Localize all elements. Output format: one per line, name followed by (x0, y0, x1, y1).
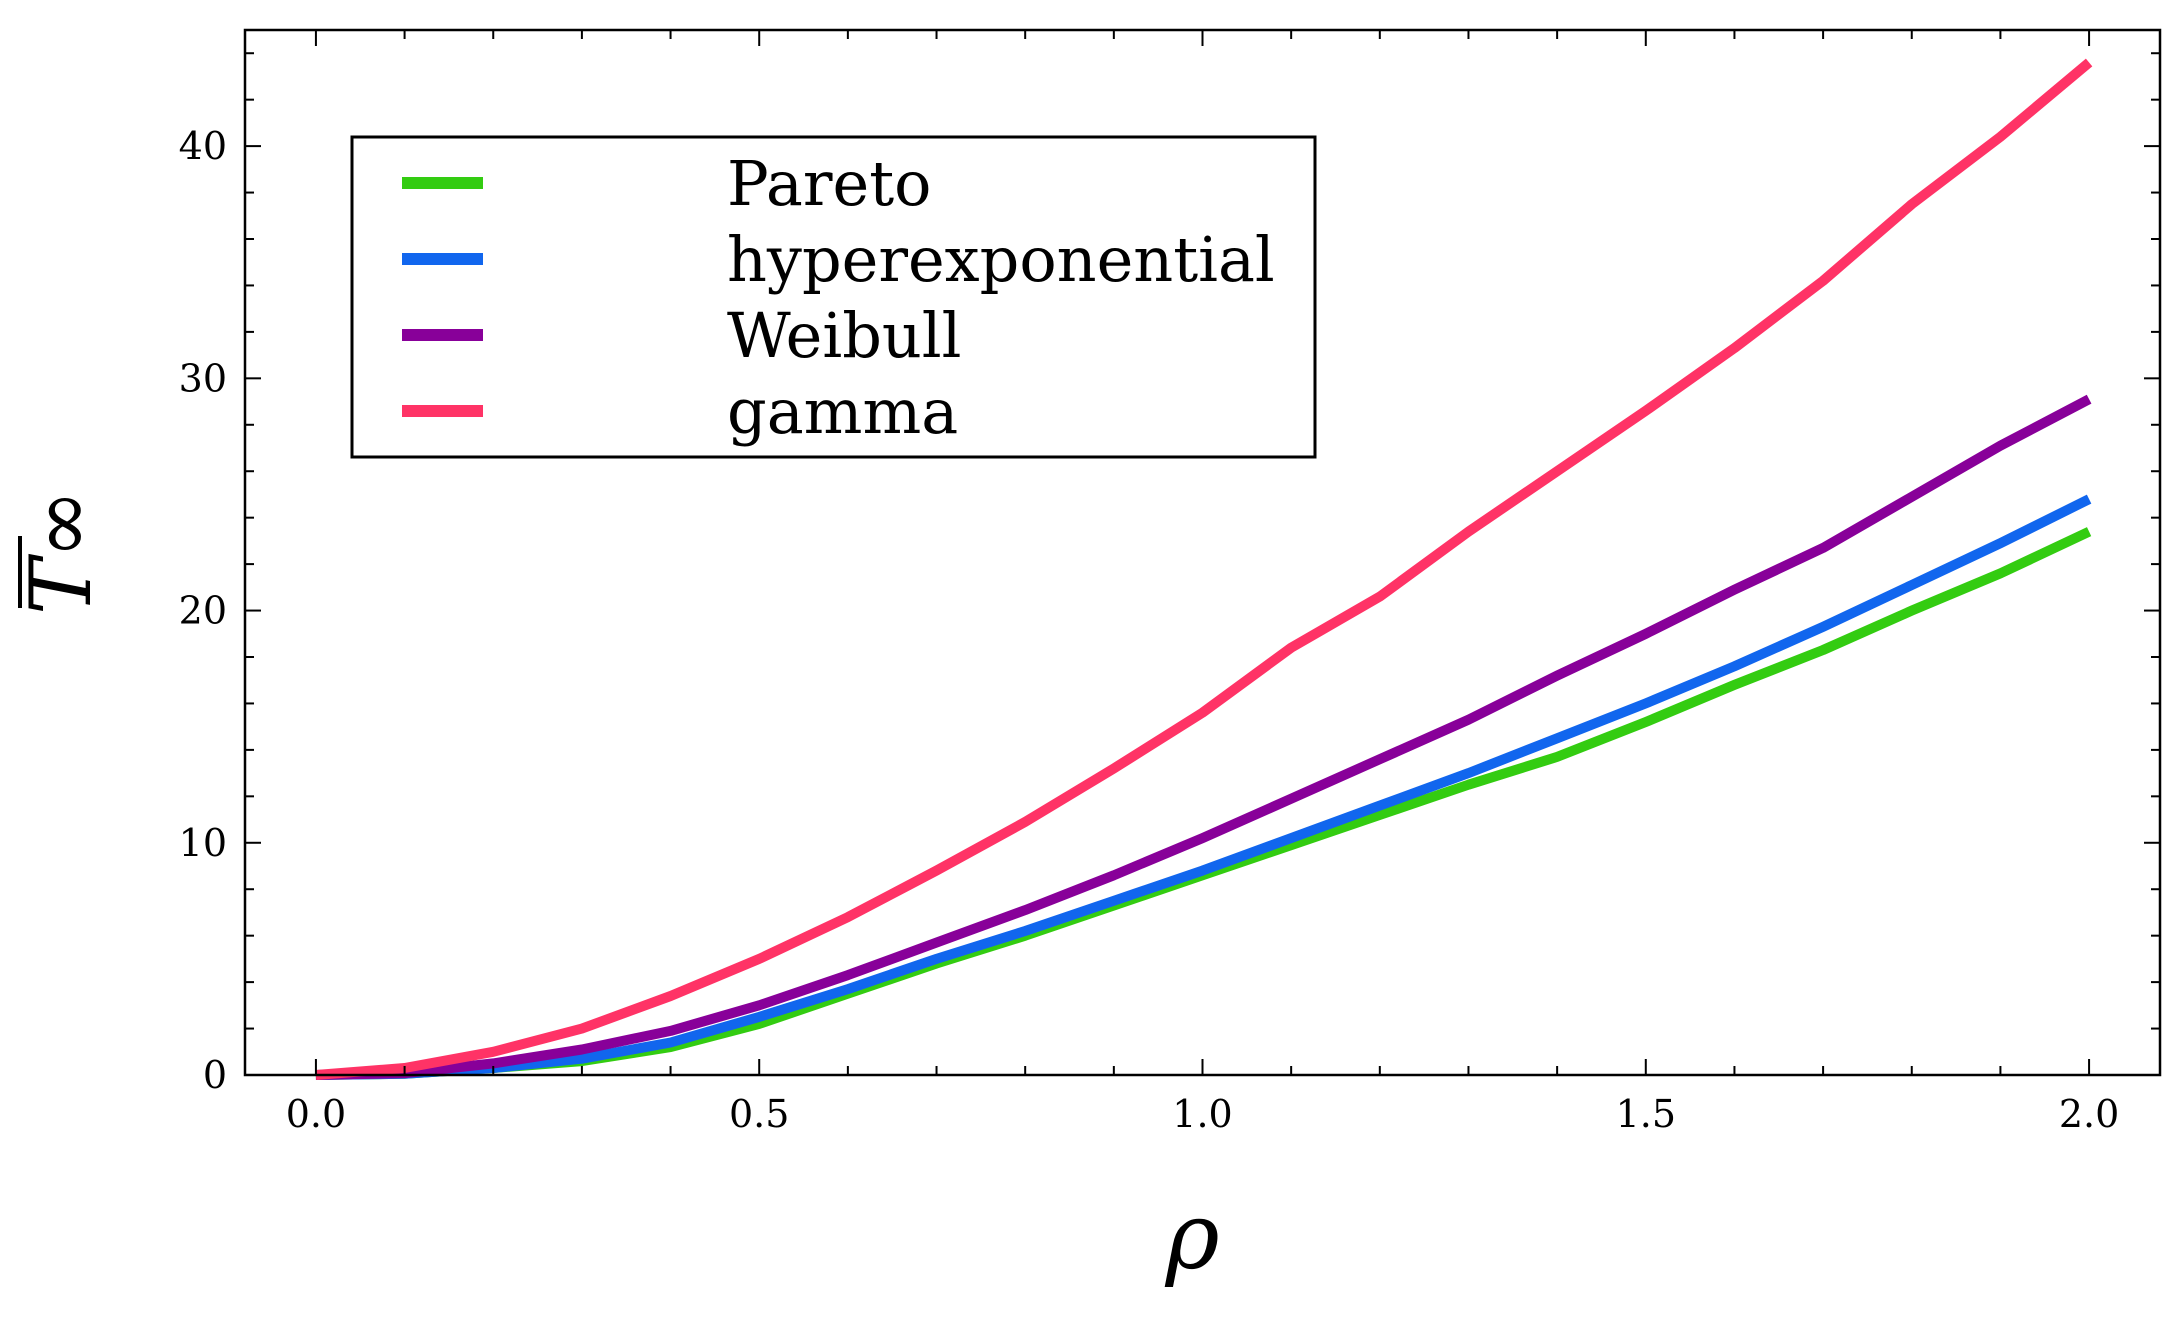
legend-box (350, 135, 1317, 459)
series-line-gamma (315, 58, 2093, 1080)
series-line-hyperexponential (315, 494, 2092, 1080)
x-tick-label: 1.0 (1172, 1092, 1232, 1136)
y-axis-label-text: T∞ (12, 489, 110, 615)
y-axis-label: T∞ (12, 489, 110, 615)
x-tick-label: 1.5 (1616, 1092, 1676, 1136)
y-tick-label: 30 (179, 356, 227, 400)
x-tick-label: 0.5 (729, 1092, 789, 1136)
legend-label-weibull: Weibull (727, 299, 961, 372)
y-tick-label: 10 (179, 821, 227, 865)
x-tick-label: 2.0 (2059, 1092, 2119, 1136)
y-tick-label: 20 (179, 589, 227, 633)
series-layer (315, 58, 2093, 1080)
ticks-layer (245, 30, 2160, 1076)
legend-label-gamma: gamma (727, 375, 958, 448)
series-line-weibull (315, 394, 2092, 1080)
y-tick-label: 0 (203, 1053, 227, 1097)
x-tick-label: 0.0 (286, 1092, 346, 1136)
x-axis-label: ρ (1164, 1183, 1219, 1290)
y-tick-label: 40 (179, 124, 227, 168)
legend-label-pareto: Pareto (727, 147, 931, 220)
legend-label-hyperexponential: hyperexponential (727, 223, 1275, 296)
tick-labels-layer: 0.0 0.5 1.0 1.5 2.0 0 10 20 30 40 (179, 124, 2120, 1136)
